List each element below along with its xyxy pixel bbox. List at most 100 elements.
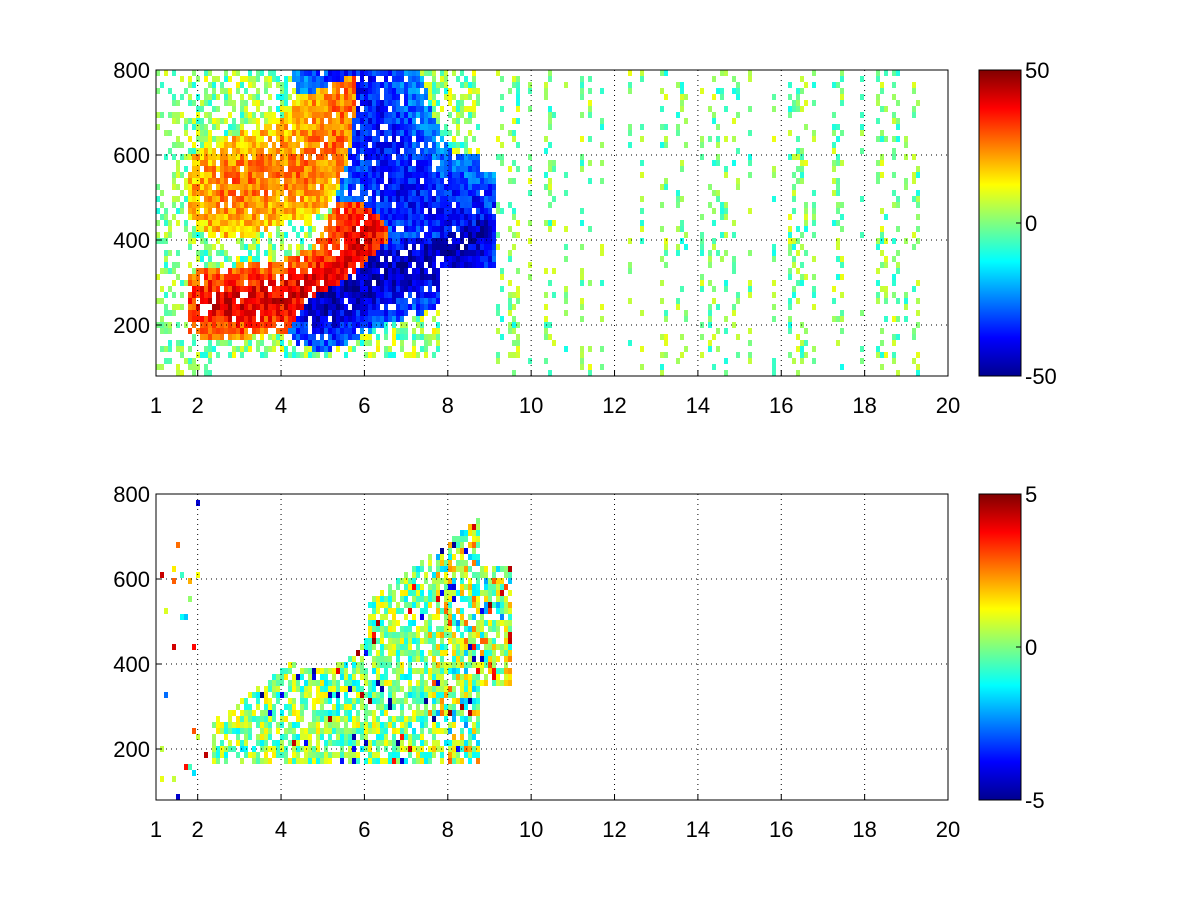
heatmap-cell	[284, 172, 288, 178]
heatmap-cell	[244, 268, 248, 274]
heatmap-cell	[380, 70, 384, 76]
heatmap-cell	[416, 238, 420, 244]
heatmap-cell	[340, 704, 344, 710]
heatmap-cell	[260, 692, 264, 698]
heatmap-cell	[452, 656, 456, 662]
heatmap-cell	[208, 340, 212, 346]
heatmap-cell	[676, 358, 680, 364]
heatmap-cell	[392, 220, 396, 226]
heatmap-cell	[724, 358, 728, 364]
heatmap-cell	[424, 106, 428, 112]
heatmap-cell	[788, 112, 792, 118]
heatmap-cell	[356, 154, 360, 160]
x-tick-label: 4	[275, 817, 287, 842]
heatmap-cell	[204, 184, 208, 190]
heatmap-cell	[192, 334, 196, 340]
heatmap-cell	[376, 280, 380, 286]
heatmap-cell	[484, 262, 488, 268]
heatmap-cell	[360, 94, 364, 100]
heatmap-cell	[252, 334, 256, 340]
heatmap-cell	[200, 352, 204, 358]
heatmap-cell	[280, 716, 284, 722]
heatmap-cell	[508, 310, 512, 316]
heatmap-cell	[884, 316, 888, 322]
heatmap-cell	[348, 220, 352, 226]
heatmap-cell	[640, 364, 644, 370]
heatmap-cell	[236, 346, 240, 352]
heatmap-cell	[384, 286, 388, 292]
heatmap-cell	[168, 226, 172, 232]
heatmap-cell	[468, 686, 472, 692]
heatmap-cell	[316, 100, 320, 106]
heatmap-cell	[388, 716, 392, 722]
heatmap-cell	[284, 250, 288, 256]
heatmap-cell	[496, 668, 500, 674]
heatmap-cell	[236, 184, 240, 190]
heatmap-cell	[256, 722, 260, 728]
heatmap-cell	[388, 94, 392, 100]
heatmap-cell	[332, 148, 336, 154]
heatmap-cell	[420, 190, 424, 196]
heatmap-cell	[220, 226, 224, 232]
heatmap-cell	[208, 166, 212, 172]
heatmap-cell	[312, 668, 316, 674]
heatmap-cell	[444, 256, 448, 262]
heatmap-cell	[260, 292, 264, 298]
heatmap-cell	[252, 82, 256, 88]
heatmap-cell	[324, 698, 328, 704]
heatmap-cell	[720, 70, 724, 76]
heatmap-cell	[400, 716, 404, 722]
heatmap-cell	[464, 172, 468, 178]
heatmap-cell	[400, 82, 404, 88]
heatmap-cell	[892, 316, 896, 322]
heatmap-cell	[320, 238, 324, 244]
heatmap-cell	[376, 82, 380, 88]
heatmap-cell	[312, 250, 316, 256]
heatmap-cell	[736, 82, 740, 88]
heatmap-cell	[368, 710, 372, 716]
heatmap-cell	[792, 358, 796, 364]
heatmap-cell	[404, 692, 408, 698]
heatmap-cell	[408, 722, 412, 728]
heatmap-cell	[364, 100, 368, 106]
heatmap-cell	[448, 614, 452, 620]
heatmap-cell	[284, 154, 288, 160]
heatmap-cell	[884, 136, 888, 142]
heatmap-cell	[452, 536, 456, 542]
heatmap-cell	[300, 316, 304, 322]
heatmap-cell	[348, 172, 352, 178]
heatmap-cell	[372, 626, 376, 632]
heatmap-cell	[372, 722, 376, 728]
heatmap-cell	[376, 662, 380, 668]
heatmap-cell	[352, 746, 356, 752]
heatmap-cell	[264, 274, 268, 280]
heatmap-cell	[260, 268, 264, 274]
heatmap-cell	[220, 340, 224, 346]
heatmap-cell	[912, 244, 916, 250]
heatmap-cell	[476, 686, 480, 692]
colorbar-tick-label: 50	[1025, 58, 1049, 83]
y-tick-label: 600	[113, 143, 150, 168]
heatmap-cell	[424, 740, 428, 746]
heatmap-cell	[724, 286, 728, 292]
heatmap-cell	[280, 740, 284, 746]
heatmap-cell	[208, 346, 212, 352]
heatmap-cell	[196, 184, 200, 190]
heatmap-cell	[896, 262, 900, 268]
heatmap-cell	[384, 280, 388, 286]
heatmap-cell	[452, 692, 456, 698]
heatmap-cell	[352, 674, 356, 680]
heatmap-cell	[432, 172, 436, 178]
heatmap-cell	[276, 106, 280, 112]
heatmap-cell	[772, 136, 776, 142]
heatmap-cell	[460, 560, 464, 566]
heatmap-cell	[700, 136, 704, 142]
heatmap-cell	[892, 190, 896, 196]
heatmap-cell	[472, 178, 476, 184]
heatmap-cell	[860, 358, 864, 364]
heatmap-cell	[336, 304, 340, 310]
heatmap-cell	[492, 572, 496, 578]
heatmap-cell	[388, 172, 392, 178]
heatmap-cell	[588, 136, 592, 142]
heatmap-cell	[320, 316, 324, 322]
